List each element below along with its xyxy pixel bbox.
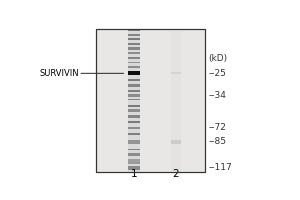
Text: --25: --25	[208, 69, 226, 78]
Bar	[128, 109, 140, 112]
Bar	[128, 121, 140, 123]
Bar	[128, 79, 140, 81]
Bar	[171, 140, 181, 144]
Bar	[128, 34, 140, 36]
Text: --117: --117	[208, 163, 232, 172]
Bar	[128, 71, 140, 75]
Bar	[128, 38, 140, 40]
Bar	[128, 94, 140, 97]
Bar	[128, 84, 140, 87]
Bar	[128, 105, 140, 107]
Bar	[128, 90, 140, 92]
Bar	[128, 115, 140, 118]
Bar	[128, 62, 140, 63]
Text: 2: 2	[172, 169, 179, 179]
Bar	[128, 149, 140, 150]
Bar	[128, 99, 140, 100]
Text: SURVIVIN: SURVIVIN	[40, 69, 80, 78]
Bar	[128, 43, 140, 45]
Text: --85: --85	[208, 137, 226, 146]
Bar	[128, 159, 140, 162]
Bar	[128, 52, 140, 54]
Text: --72: --72	[208, 123, 226, 132]
Text: (kD): (kD)	[208, 54, 227, 63]
Bar	[128, 29, 140, 172]
Bar	[128, 127, 140, 129]
Bar	[96, 29, 205, 172]
Bar	[128, 47, 140, 50]
Bar	[171, 29, 181, 172]
Bar	[128, 57, 140, 59]
Bar	[128, 162, 140, 164]
Bar	[128, 140, 140, 144]
Bar	[128, 166, 140, 170]
Bar	[96, 29, 205, 172]
Bar	[171, 72, 181, 74]
Text: 1: 1	[131, 169, 137, 179]
Bar	[128, 66, 140, 68]
Bar	[128, 29, 140, 31]
Text: --34: --34	[208, 91, 226, 100]
Bar	[128, 153, 140, 156]
Bar	[128, 133, 140, 135]
